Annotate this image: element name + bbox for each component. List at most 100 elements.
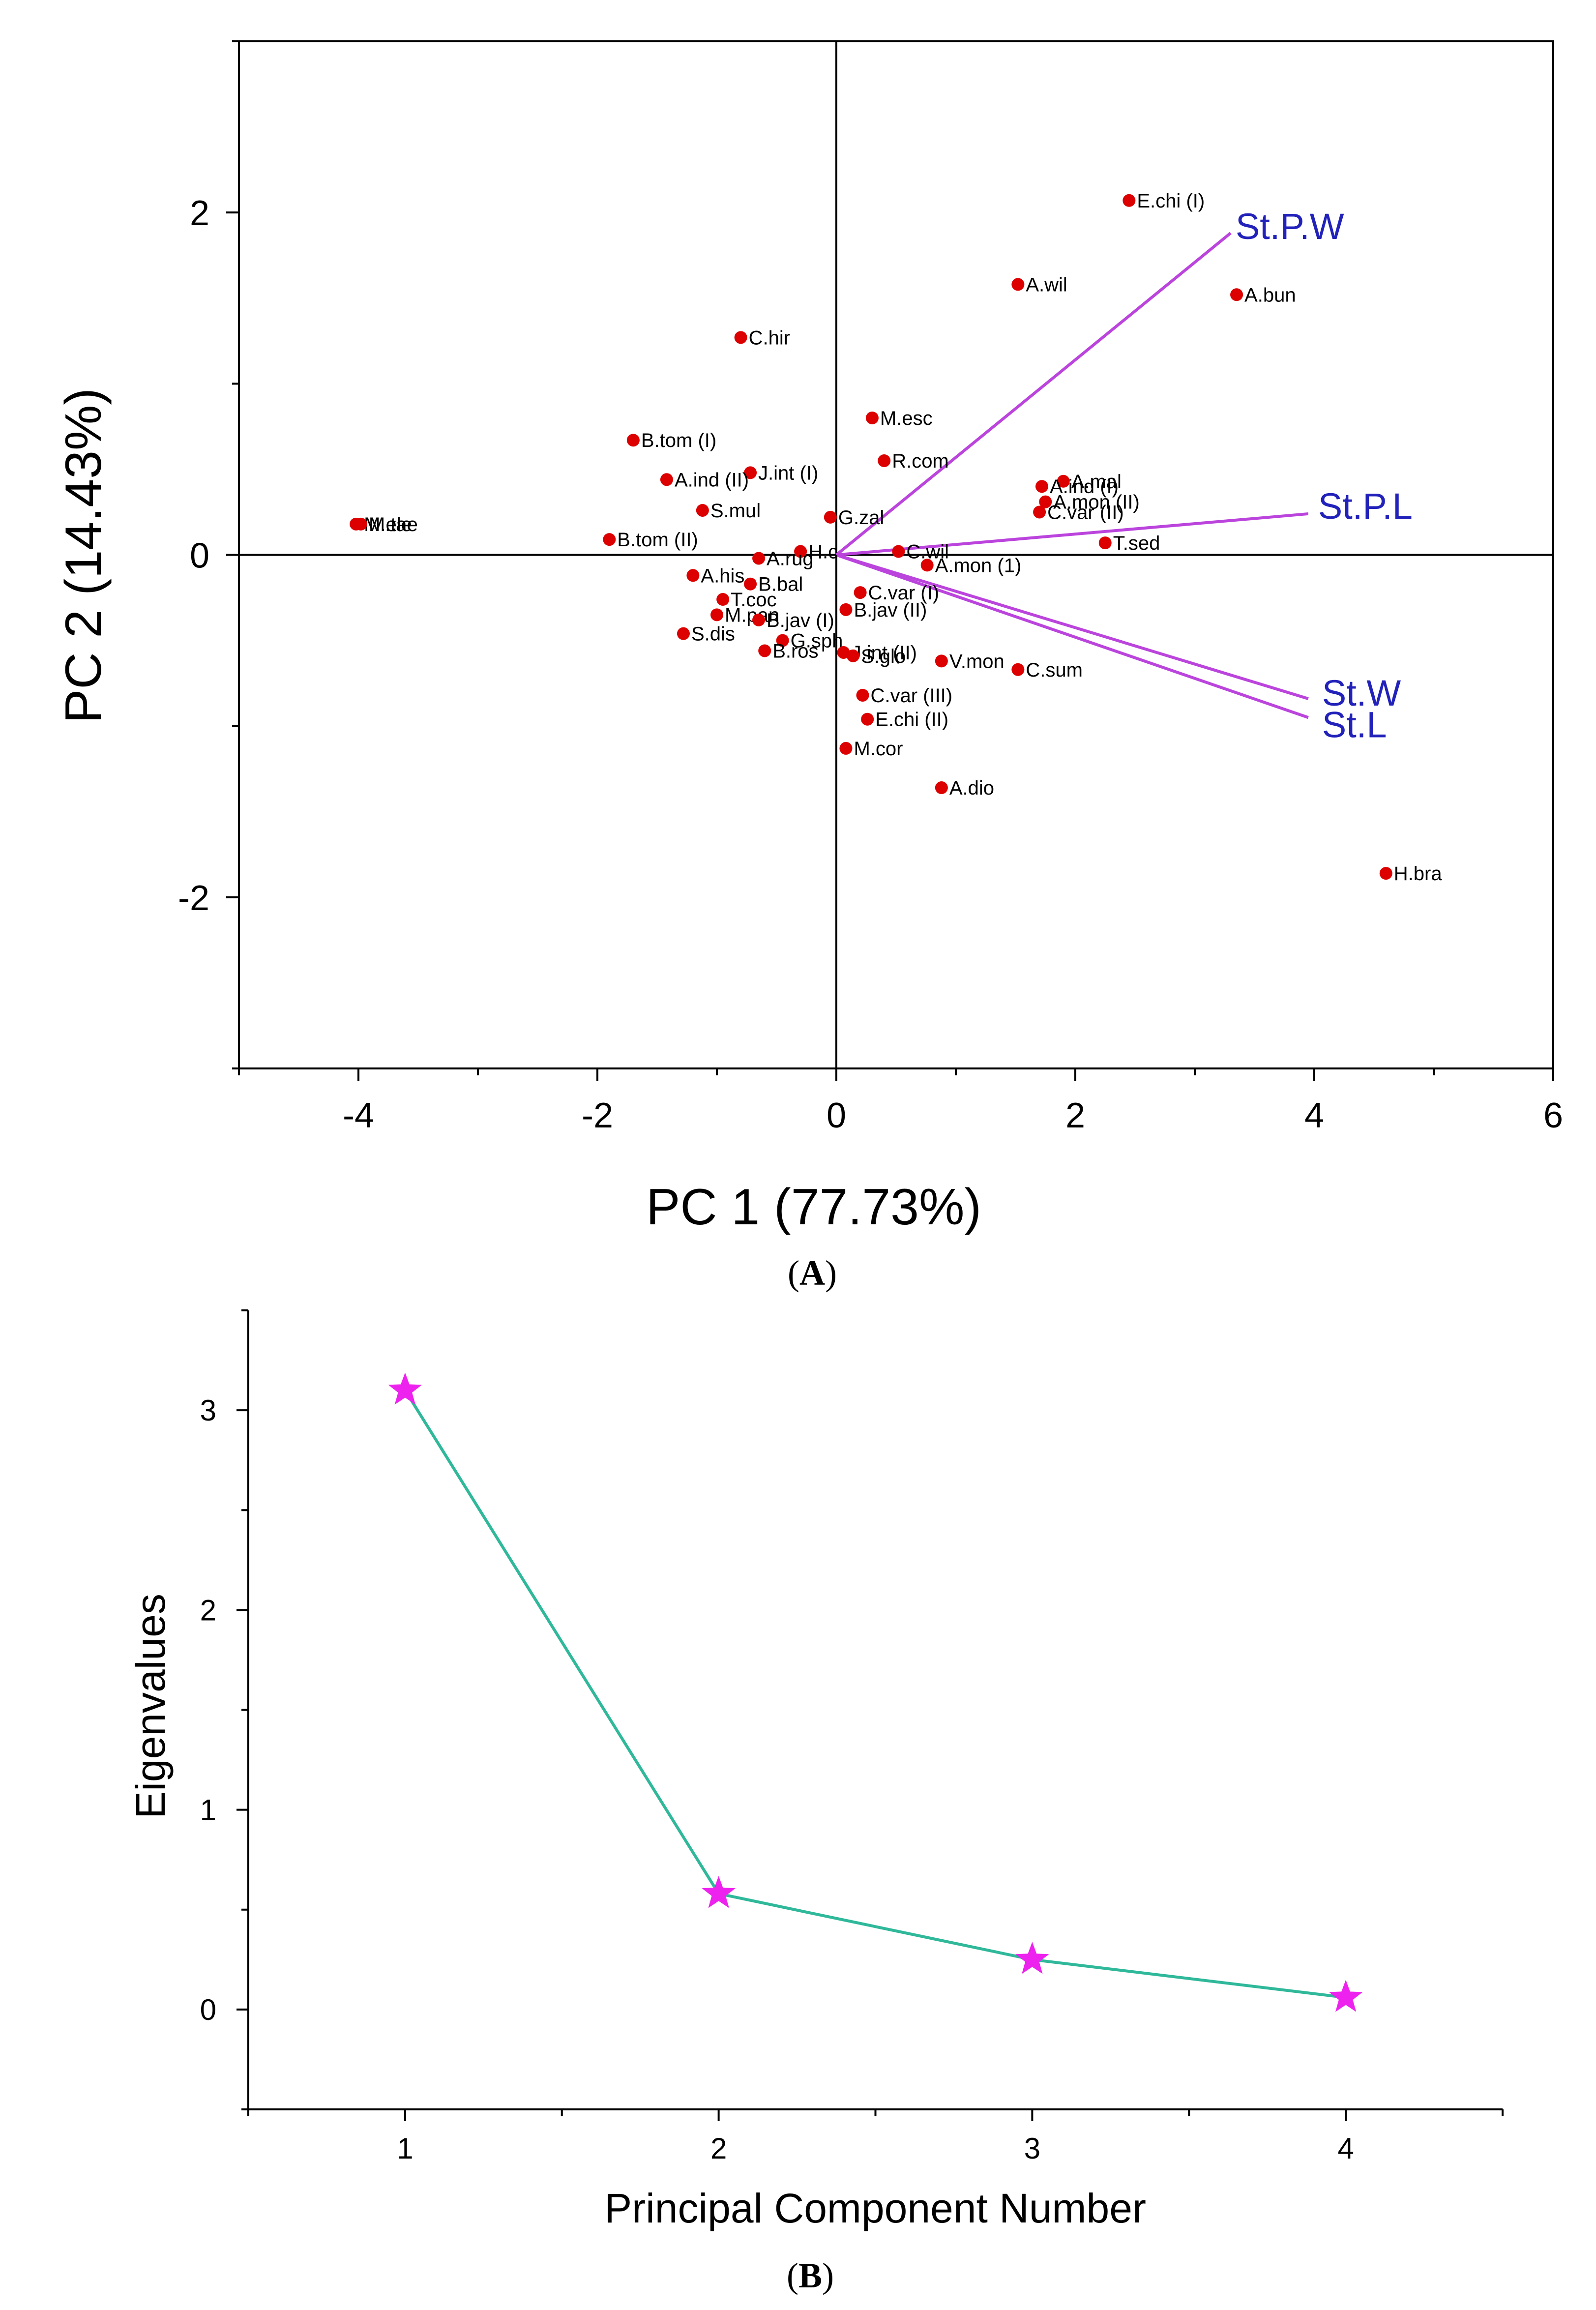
score-point (660, 473, 673, 486)
score-point (865, 411, 879, 424)
plot-b-x-tick-label: 2 (710, 2132, 727, 2165)
score-point (776, 634, 789, 647)
score-point (1011, 663, 1025, 676)
plot-a-x-tick-label: 4 (1304, 1096, 1324, 1135)
score-point (854, 586, 867, 599)
score-point-label: B.jav (II) (854, 599, 927, 621)
score-points: E.chi (I) A.wil A.bun C.hir M.esc B.tom (I) R.… (350, 190, 1442, 885)
score-point (856, 688, 869, 702)
loading-vector (836, 553, 1309, 719)
score-point (1039, 495, 1052, 508)
plot-a-x-tick-label: -4 (343, 1096, 374, 1135)
plot-a-y-tick-label: 2 (190, 194, 209, 233)
loading-vector-label: St.P.L (1318, 486, 1413, 527)
plot-b-y-tick-label: 2 (200, 1594, 216, 1627)
score-point-label: C.var (III) (870, 685, 952, 707)
score-point-label: G.sph (791, 630, 843, 652)
score-point-label: B.ros (772, 640, 818, 662)
score-point-label: T.coc (731, 589, 776, 611)
plot-b-y-tick-label: 0 (200, 1993, 216, 2026)
eigenvalue-star-marker (702, 1876, 736, 1908)
eigenvalue-star-marker (388, 1372, 422, 1405)
loading-vector (836, 553, 1309, 700)
plot-a-x-axis-title: PC 1 (77.73%) (646, 1179, 981, 1236)
score-point (920, 559, 934, 572)
score-point (626, 434, 640, 447)
score-point-label: C.var (I) (868, 582, 939, 604)
score-point-label: A.wil (1026, 274, 1067, 296)
score-point (696, 503, 709, 517)
score-point (734, 331, 747, 344)
score-point-label: B.jav (I) (767, 610, 834, 631)
score-point (1098, 536, 1112, 550)
score-point-label: A.his (701, 565, 744, 587)
score-point (1230, 288, 1243, 301)
score-point-label: A.mon (1) (935, 555, 1022, 576)
score-point-label: M.pan (725, 604, 779, 626)
score-point-label: A.bun (1244, 284, 1296, 306)
score-point-label: S.dis (691, 623, 735, 645)
score-point (677, 627, 690, 640)
score-point-label: V.mon (949, 651, 1005, 672)
score-point-label: R.com (892, 450, 949, 472)
score-point-label: H.c (808, 541, 838, 563)
score-point (1379, 867, 1392, 880)
eigenvalue-star-marker (1329, 1980, 1363, 2012)
score-point-label: A.ind (II) (675, 469, 749, 491)
plot-a-y-tick-label: -2 (178, 879, 209, 918)
plot-b-x-tick-label: 3 (1024, 2132, 1040, 2165)
plot-b-x-tick-label: 4 (1337, 2132, 1354, 2165)
plot-b-y-tick-label: 1 (200, 1794, 216, 1827)
score-point (1123, 194, 1136, 207)
score-point-label: E.chi (I) (1137, 190, 1205, 212)
loading-vectors: St.P.W St.P.L St.WSt.L (835, 206, 1413, 745)
score-point-label: C.hir (749, 327, 790, 349)
score-point (1057, 474, 1070, 488)
eigenvalue-series-line (404, 1389, 1346, 1999)
score-point (716, 593, 730, 606)
score-point (839, 741, 853, 755)
eigenvalue-line (404, 1389, 1346, 1999)
score-point (1033, 505, 1046, 519)
score-point (744, 577, 757, 591)
score-point (1035, 480, 1048, 493)
scree-plot: 1 2 3 4 0 1 2 3 Principal Component Number Eige… (127, 1309, 1504, 2295)
score-point-label: A.mon (II) (1053, 492, 1140, 513)
score-point (935, 781, 948, 795)
score-point (861, 712, 874, 726)
score-point (824, 510, 837, 524)
score-point (892, 545, 905, 558)
plot-a-x-tick-label: 2 (1065, 1096, 1085, 1135)
score-point-label: E.chi (II) (875, 709, 948, 731)
score-point (744, 466, 757, 479)
score-point-label: C.sum (1026, 659, 1083, 681)
score-point-label: C.var (II) (1047, 502, 1124, 523)
score-point-label: H.bra (1394, 863, 1443, 885)
score-point (878, 454, 891, 468)
score-point-label: S.mul (710, 500, 761, 522)
score-point-label: S.glo (861, 646, 906, 667)
panel-a-label: (A) (788, 1253, 837, 1293)
pca-biplot: -4 -2 0 2 4 6 -2 0 2 St.P.W St.P.L St.WSt.L E.chi … (55, 40, 1563, 1293)
score-point-label: M.esc (880, 408, 933, 429)
score-point-label: M.tae (369, 514, 418, 535)
plot-a-y-axis-title: PC 2 (14.43%) (55, 388, 112, 723)
plot-b-ticks: 1 2 3 4 0 1 2 3 (200, 1309, 1504, 2165)
loading-vector (836, 512, 1309, 557)
score-point-label: M.ele (364, 514, 412, 535)
score-point-label: T.sed (1113, 533, 1160, 554)
score-point (603, 533, 616, 546)
score-point-label: J.int (I) (758, 462, 818, 484)
score-point-label: A.mal (1071, 471, 1122, 493)
plot-b-x-tick-label: 1 (397, 2132, 413, 2165)
plot-a-x-tick-label: -2 (582, 1096, 613, 1135)
plot-a-y-tick-label: 0 (190, 536, 209, 576)
plot-b-x-axis-title: Principal Component Number (604, 2185, 1146, 2231)
score-point (686, 569, 700, 582)
score-point-label: A.rug (767, 548, 814, 569)
score-point (752, 613, 766, 626)
score-point-label: J.int (II) (852, 642, 917, 664)
plot-b-y-axis-title: Eigenvalues (127, 1594, 174, 1819)
score-point (839, 603, 853, 616)
